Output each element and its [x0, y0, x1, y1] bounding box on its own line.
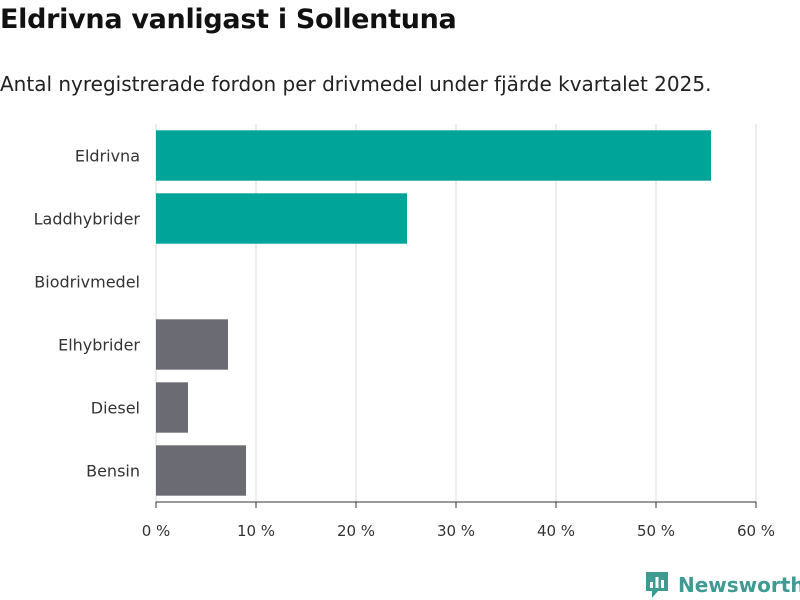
- bar-diesel: [156, 382, 188, 433]
- newsworthy-logo-text: Newsworthy: [678, 573, 800, 597]
- category-label-biodrivmedel: Biodrivmedel: [34, 273, 140, 292]
- bar-laddhybrider: [156, 193, 407, 244]
- newsworthy-logo: Newsworthy: [644, 570, 800, 600]
- category-label-laddhybrider: Laddhybrider: [34, 210, 141, 229]
- category-label-diesel: Diesel: [91, 399, 140, 418]
- bar-chart: Eldrivna Laddhybrider Biodrivmedel Elhybrid…: [34, 124, 775, 540]
- bar-bensin: [156, 445, 246, 496]
- x-tick-label-40: 40 %: [537, 522, 575, 540]
- x-tick-label-50: 50 %: [637, 522, 675, 540]
- chart-title: Eldrivna vanligast i Sollentuna: [0, 4, 457, 35]
- x-tick-label-60: 60 %: [737, 522, 775, 540]
- category-label-eldrivna: Eldrivna: [75, 147, 140, 166]
- category-label-elhybrider: Elhybrider: [58, 336, 140, 355]
- category-label-bensin: Bensin: [86, 462, 140, 481]
- bar-eldrivna: [156, 130, 711, 181]
- bar-elhybrider: [156, 319, 228, 370]
- x-tick-label-10: 10 %: [237, 522, 275, 540]
- x-tick-label-20: 20 %: [337, 522, 375, 540]
- newsworthy-logo-icon: [646, 572, 668, 598]
- chart-subtitle: Antal nyregistrerade fordon per drivmede…: [0, 72, 712, 96]
- x-tick-label-0: 0 %: [142, 522, 171, 540]
- x-tick-label-30: 30 %: [437, 522, 475, 540]
